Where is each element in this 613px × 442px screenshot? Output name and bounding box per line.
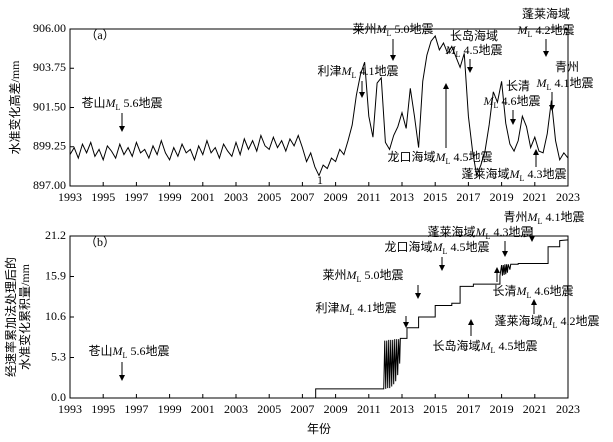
y-tick-label: 903.75 (33, 60, 66, 74)
annotation: 龙口海域ML 4.5地震 (388, 149, 493, 167)
x-tick-label: 2005 (257, 190, 281, 204)
x-tick-label: 1993 (58, 190, 82, 204)
annotation: 苍山ML 5.6地震 (89, 344, 170, 361)
x-tick-label: 2011 (357, 190, 381, 204)
x-tick-label: 2005 (257, 402, 281, 416)
y-axis-label: 水准变化高差/mm (7, 60, 22, 155)
annotation: 蓬莱海域 (522, 6, 570, 21)
annotation: 龙口海域ML 4.5地震 (385, 239, 490, 257)
x-tick-label: 2013 (390, 402, 414, 416)
annotation: 青州ML 4.1地震 (504, 210, 585, 227)
x-tick-label: 1999 (158, 190, 182, 204)
x-tick-label: 2021 (523, 190, 547, 204)
x-tick-label: 1999 (158, 402, 182, 416)
data-line (70, 239, 569, 399)
x-tick-label: 1995 (91, 402, 115, 416)
annotation: 蓬莱海域ML 4.3地震 (428, 224, 533, 242)
x-tick-label: 1995 (91, 190, 115, 204)
y-axis-label: 经速率累加法处理后的 (3, 257, 18, 377)
y-axis-label: 水准变化累积量/mm (17, 263, 32, 370)
y-tick-label: 10.6 (45, 309, 66, 323)
x-tick-label: 2009 (324, 190, 348, 204)
annotation: 莱州ML 5.0地震 (353, 22, 434, 39)
y-tick-label: 906.00 (33, 21, 66, 35)
annotation: 苍山ML 5.6地震 (82, 96, 163, 113)
y-tick-label: 0.0 (51, 390, 66, 404)
y-tick-label: 901.50 (33, 99, 66, 113)
panel-label: （b） (85, 235, 115, 249)
x-tick-label: 1993 (58, 402, 82, 416)
x-tick-label: 2013 (390, 190, 414, 204)
x-tick-label: 2011 (357, 402, 381, 416)
x-tick-label: 2019 (490, 190, 514, 204)
x-tick-label: 2023 (556, 190, 580, 204)
x-tick-label: 2007 (290, 402, 314, 416)
y-tick-label: 5.3 (51, 349, 66, 363)
panel-label: （a） (85, 28, 114, 42)
x-tick-label: 2001 (191, 402, 215, 416)
annotation: ML 4.5地震 (445, 43, 503, 60)
annotation: 青州 (555, 60, 579, 74)
annotation: 蓬莱海域ML 4.2地震 (495, 313, 600, 331)
x-tick-label: 2019 (490, 402, 514, 416)
x-tick-label: 1997 (124, 190, 148, 204)
x-tick-label: 2017 (456, 402, 480, 416)
annotation: 长岛海域ML 4.5地震 (433, 338, 538, 356)
x-tick-label: 1997 (124, 402, 148, 416)
x-tick-label: 2015 (423, 402, 447, 416)
data-line (69, 34, 569, 178)
x-tick-label: 2003 (224, 190, 248, 204)
annotation: 蓬莱海域ML 4.3地震 (462, 166, 567, 184)
x-tick-label: 2003 (224, 402, 248, 416)
x-tick-label: 2001 (191, 190, 215, 204)
x-axis-label: 年份 (307, 422, 331, 436)
y-tick-label: 897.00 (33, 178, 66, 192)
annotation: 利津ML 4.1地震 (316, 301, 397, 318)
annotation: 长清ML 4.6地震 (493, 284, 574, 301)
annotation: ML 4.6地震 (483, 94, 541, 111)
x-tick-label: 2007 (290, 190, 314, 204)
x-tick-label: 2023 (556, 402, 580, 416)
annotation: 1 (317, 173, 323, 187)
y-tick-label: 15.9 (45, 268, 66, 282)
plot-frame (69, 235, 569, 399)
x-tick-label: 2009 (324, 402, 348, 416)
x-tick-label: 2017 (456, 190, 480, 204)
annotation: ML 4.2地震 (517, 23, 575, 40)
annotation: 长岛海域 (450, 28, 498, 43)
x-tick-label: 2021 (523, 402, 547, 416)
y-tick-label: 21.2 (45, 228, 66, 242)
x-tick-label: 2015 (423, 190, 447, 204)
annotation: 利津ML 4.1地震 (318, 64, 399, 81)
annotation: ML 4.1地震 (536, 76, 594, 93)
annotation: 长清 (506, 79, 530, 93)
annotation: 莱州ML 5.0地震 (323, 268, 404, 285)
y-tick-label: 899.25 (33, 139, 66, 153)
